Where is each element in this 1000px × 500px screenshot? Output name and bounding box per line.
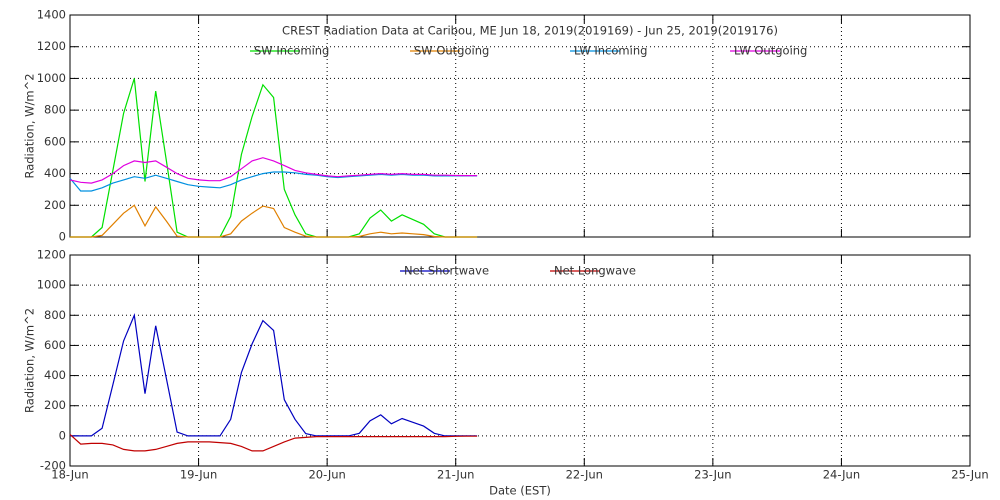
x-tick-label: 21-Jun	[437, 468, 474, 482]
x-tick-label: 24-Jun	[823, 468, 860, 482]
series-line	[70, 313, 478, 437]
y-tick-label: 800	[44, 103, 66, 117]
y-axis-label: Radiation, W/m^2	[23, 308, 37, 413]
legend-label: Net Shortwave	[404, 264, 489, 278]
y-tick-label: 400	[44, 166, 66, 180]
x-tick-label: 25-Jun	[951, 468, 988, 482]
y-tick-label: 1400	[37, 8, 66, 22]
y-tick-label: 0	[59, 428, 66, 442]
chart-title: CREST Radiation Data at Caribou, ME Jun …	[282, 24, 778, 38]
legend-label: LW Incoming	[574, 44, 647, 58]
y-tick-label: 1200	[37, 248, 66, 262]
legend-label: LW Outgoing	[734, 44, 807, 58]
y-tick-label: -200	[40, 459, 66, 473]
x-tick-label: 23-Jun	[694, 468, 731, 482]
series-line	[69, 157, 478, 184]
y-axis-label: Radiation, W/m^2	[23, 73, 37, 178]
x-tick-label: 19-Jun	[180, 468, 217, 482]
plot-frame	[69, 14, 971, 238]
series-line	[69, 171, 478, 192]
y-tick-label: 800	[44, 308, 66, 322]
series-line	[70, 204, 478, 238]
y-tick-label: 400	[44, 368, 66, 382]
x-axis-label: Date (EST)	[489, 484, 551, 498]
legend-label: SW Outgoing	[414, 44, 489, 58]
x-tick-label: 22-Jun	[566, 468, 603, 482]
y-tick-label: 600	[44, 338, 66, 352]
y-tick-label: 600	[44, 134, 66, 148]
y-tick-label: 1000	[37, 71, 66, 85]
y-tick-label: 200	[44, 398, 66, 412]
y-tick-label: 1000	[37, 278, 66, 292]
series-line	[69, 433, 478, 452]
y-tick-label: 1200	[37, 39, 66, 53]
y-tick-label: 0	[59, 230, 66, 244]
series-line	[70, 78, 478, 238]
legend-label: Net Longwave	[554, 264, 636, 278]
x-tick-label: 18-Jun	[51, 468, 88, 482]
y-tick-label: 200	[44, 198, 66, 212]
x-tick-label: 20-Jun	[308, 468, 345, 482]
plot-frame	[69, 254, 971, 467]
legend-label: SW Incoming	[254, 44, 329, 58]
